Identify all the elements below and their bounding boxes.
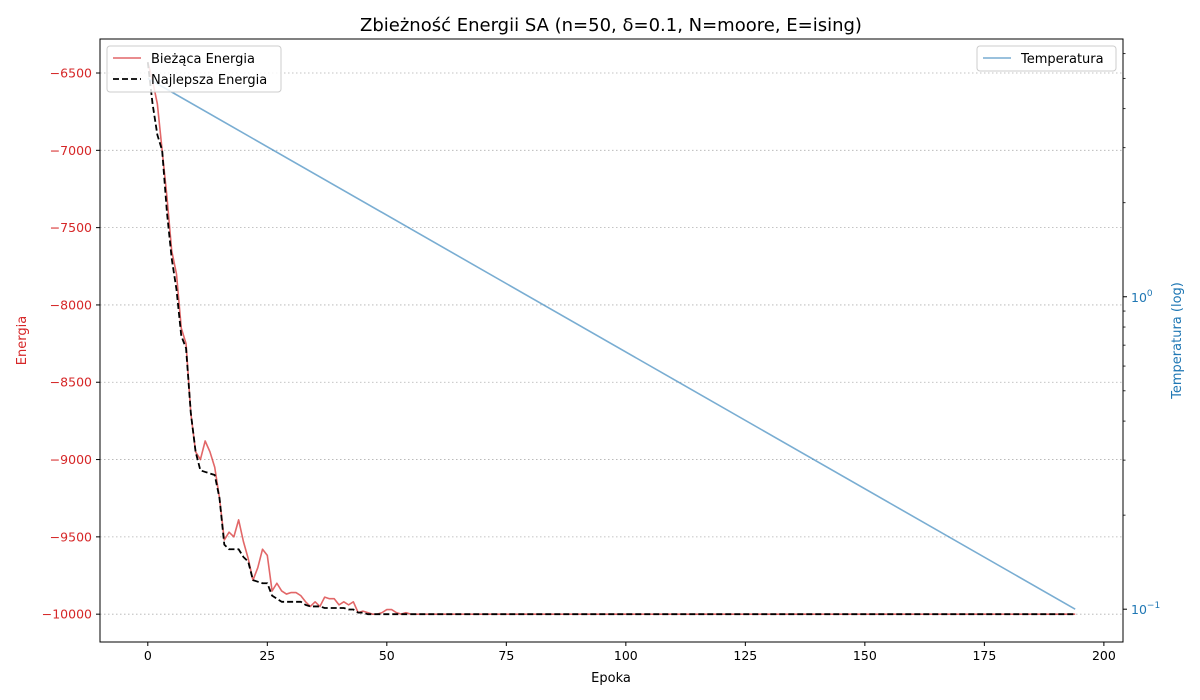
legend-label-current: Bieżąca Energia [151,52,255,67]
y-right-tick-label: 10−1 [1131,601,1160,617]
y-left-tick-label: −9000 [50,452,92,467]
x-tick-label: 25 [259,648,275,663]
y-right-tick-label: 100 [1131,289,1153,305]
x-tick-label: 175 [972,648,996,663]
legend-label-best: Najlepsza Energia [151,73,267,88]
y-left-tick-label: −8000 [50,297,92,312]
y-axis-right: 100 10−1 [1123,53,1160,617]
y-left-tick-label: −9500 [50,529,92,544]
series-layer [146,61,1076,616]
plot-frame [99,38,1124,643]
series-line-current-energy [147,61,1076,615]
y-left-tick-label: −6500 [50,66,92,81]
x-tick-label: 125 [733,648,757,663]
y-left-tick-label: −7000 [50,143,92,158]
x-tick-label: 100 [614,648,638,663]
legend-label-temperature: Temperatura [1020,52,1104,67]
x-tick-label: 200 [1092,648,1116,663]
x-axis: 0 25 50 75 100 125 150 175 200 [144,642,1116,663]
chart-title: Zbieżność Energii SA (n=50, δ=0.1, N=moo… [360,15,862,36]
y-left-tick-label: −8500 [50,375,92,390]
x-axis-label: Epoka [591,671,631,686]
y-axis-left: −6500 −7000 −7500 −8000 −8500 −9000 −9500 −1000… [42,66,100,622]
y-axis-left-label: Energia [15,316,30,365]
x-tick-label: 75 [498,648,514,663]
series-line-temperature [147,77,1076,610]
legend-left: Bieżąca Energia Najlepsza Energia [106,45,282,93]
legend-right: Temperatura [976,45,1117,72]
y-left-tick-label: −10000 [42,607,92,622]
legend-right-box [976,45,1117,72]
y-left-tick-label: −7500 [50,220,92,235]
y-axis-right-label: Temperatura (log) [1170,282,1185,400]
x-tick-label: 50 [379,648,395,663]
series-line-best-energy [146,62,1076,616]
x-tick-label: 150 [853,648,877,663]
legend-left-box [106,45,282,93]
x-tick-label: 0 [144,648,152,663]
